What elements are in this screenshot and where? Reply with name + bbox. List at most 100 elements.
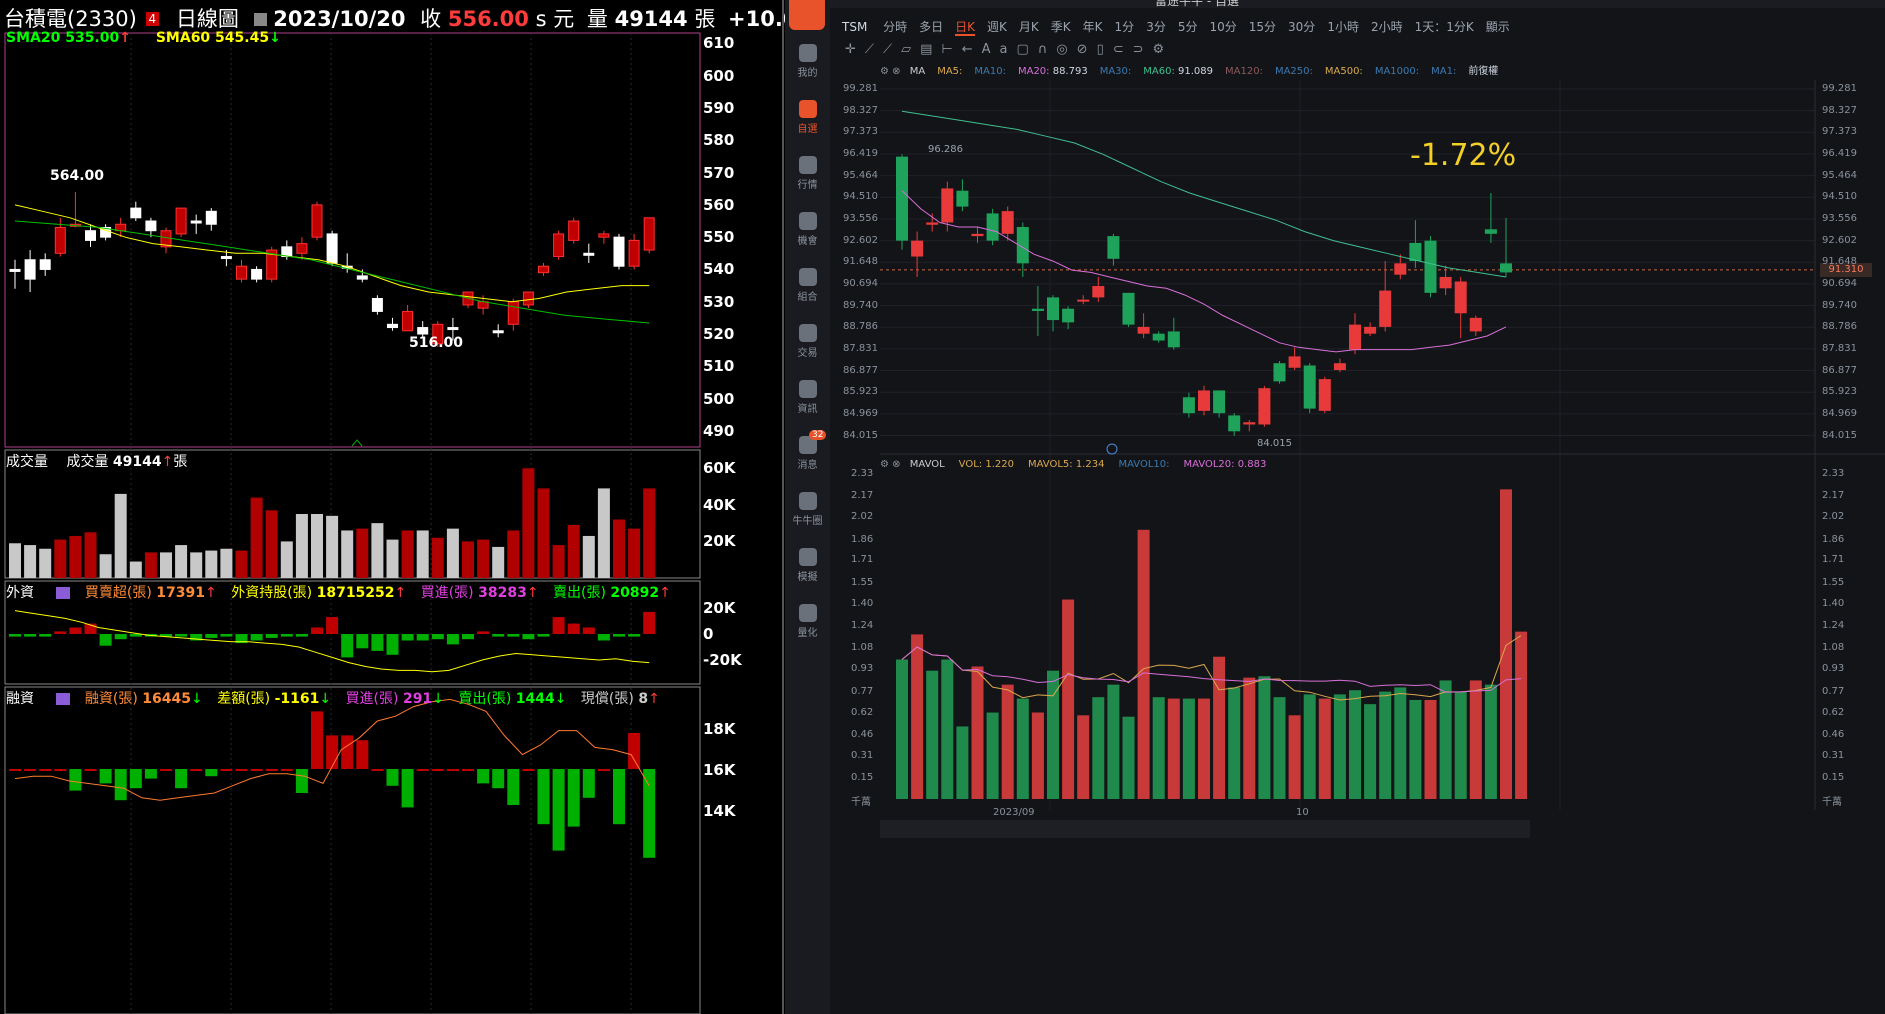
tab-timeframe[interactable]: 多日 [919, 20, 944, 34]
volume-bar [1318, 698, 1331, 799]
candle-body [417, 327, 429, 335]
ma-legend-item[interactable]: MA30: [1100, 66, 1132, 77]
sidebar-item-1[interactable]: 自選 [785, 96, 830, 146]
fib-tool-icon[interactable]: ▤ [920, 42, 942, 57]
ma-settings-icon[interactable]: ⚙ [880, 66, 889, 77]
hide-tool-icon[interactable]: ⊘ [1076, 42, 1097, 57]
tab-timeframe[interactable]: 1小時 [1327, 20, 1359, 34]
foreign-net-label: 買賣超(張) [84, 585, 152, 601]
measure-tool-icon[interactable]: ⊢ [941, 42, 962, 57]
sidebar-item-4[interactable]: 組合 [785, 264, 830, 314]
margin-menu-icon[interactable] [56, 693, 71, 705]
vol-legend-item[interactable]: MAVOL20: 0.883 [1183, 459, 1266, 470]
volume-up-arrow-icon: ↑ [161, 454, 174, 470]
link-tool-icon[interactable]: ⊂⊃ [1112, 42, 1153, 57]
ma-legend-item[interactable]: MA120: [1225, 66, 1263, 77]
vol-legend-item[interactable]: MAVOL10: [1118, 459, 1169, 470]
tab-timeframe[interactable]: 2小時 [1370, 20, 1403, 34]
price-axis-tick: 600 [703, 66, 735, 85]
tab-timeframe[interactable]: 30分 [1288, 20, 1316, 34]
sidebar-item-0[interactable]: 我的 [785, 40, 830, 90]
ma-legend-item[interactable]: MA1: [1431, 66, 1456, 77]
vol-legend-item[interactable]: VOL: 1.220 [959, 459, 1014, 470]
ma-legend-item[interactable]: MA250: [1275, 66, 1313, 77]
foreign-net-bar [160, 634, 172, 637]
text-tool-icon[interactable]: Aa [981, 42, 1017, 57]
tab-timeframe[interactable]: 1天：1分K [1414, 20, 1474, 34]
ma-legend-item[interactable]: MA500: [1325, 66, 1363, 77]
price-pane-frame [4, 32, 701, 448]
tab-timeframe[interactable]: 日K [955, 20, 976, 36]
candle-body [1379, 290, 1392, 327]
tab-timeframe[interactable]: 5分 [1177, 20, 1198, 34]
volume-bar [114, 493, 127, 578]
tab-timeframe[interactable]: 3分 [1146, 20, 1166, 34]
vol-close-icon[interactable]: ⊗ [892, 459, 901, 470]
price-axis-left-tick: 91.648 [843, 256, 878, 268]
trash-tool-icon[interactable]: ▯ [1096, 42, 1113, 57]
ma-legend-item[interactable]: MA5: [937, 66, 962, 77]
volume-bar [1182, 698, 1195, 799]
foreign-net-bar [144, 634, 157, 637]
eye-tool-icon[interactable]: ◎ [1056, 42, 1077, 57]
bottom-scrollbar[interactable] [880, 820, 1530, 838]
magnet-tool-icon[interactable]: ∩ [1037, 42, 1057, 57]
ma-legend-item[interactable]: MA60: 91.089 [1143, 66, 1213, 77]
candle-body [1424, 240, 1437, 293]
sidebar-item-3[interactable]: 機會 [785, 208, 830, 258]
volume-bar [1364, 704, 1377, 799]
foreign-net-value: 17391 [156, 585, 206, 601]
sidebar-item-8[interactable]: 牛牛圈 [785, 488, 830, 538]
ray-tool-icon[interactable]: ⟋ [883, 42, 902, 57]
sidebar-item-10[interactable]: 量化 [785, 600, 830, 650]
funnel-icon [798, 212, 817, 230]
margin-diff-bar [235, 769, 248, 771]
vol-settings-icon[interactable]: ⚙ [880, 459, 889, 470]
candle-body [1107, 236, 1120, 259]
tab-timeframe[interactable]: 分時 [883, 20, 908, 34]
ma-legend-item[interactable]: MA [910, 66, 925, 77]
line-tool-icon[interactable]: ⟋ [864, 42, 884, 57]
candle-body [447, 327, 459, 331]
foreign-legend: 外資 買賣超(張) 17391↑ 外資持股(張) 18715252↑ 買進(張)… [6, 582, 671, 602]
news-icon [798, 380, 817, 398]
arrow-tool-icon[interactable]: ← [961, 42, 982, 57]
left-grid [130, 33, 632, 1014]
symbol-label[interactable]: TSM [842, 20, 868, 34]
ma-close-icon[interactable]: ⊗ [892, 66, 901, 77]
foreign-net-bar [522, 634, 535, 640]
tab-timeframe[interactable]: 季K [1050, 20, 1071, 34]
tab-timeframe[interactable]: 顯示 [1485, 20, 1510, 34]
ma-legend-item[interactable]: MA10: [974, 66, 1006, 77]
note-tool-icon[interactable]: ▢ [1016, 42, 1038, 57]
tab-timeframe[interactable]: 15分 [1248, 20, 1277, 34]
margin-cash-value: 8 [638, 691, 649, 707]
tab-timeframe[interactable]: 年K [1082, 20, 1103, 34]
sidebar-item-5[interactable]: 交易 [785, 320, 830, 370]
tab-timeframe[interactable]: 月K [1018, 20, 1039, 34]
tab-timeframe[interactable]: 週K [987, 20, 1007, 34]
candle-body [296, 243, 308, 254]
ma-legend-item[interactable]: MA20: 88.793 [1018, 66, 1088, 77]
ma-legend-item[interactable]: 前復權 [1468, 66, 1498, 77]
pie-icon [798, 268, 817, 286]
foreign-menu-icon[interactable] [56, 587, 71, 599]
sidebar-item-9[interactable]: 模擬 [785, 544, 830, 594]
app-logo-icon[interactable] [789, 0, 825, 30]
tab-timeframe[interactable]: 10分 [1209, 20, 1237, 34]
candle-body [1409, 242, 1422, 262]
sidebar-item-7[interactable]: 消息 32 [785, 430, 830, 482]
vol-legend-item[interactable]: MAVOL5: 1.234 [1028, 459, 1104, 470]
date-box-icon[interactable] [253, 13, 267, 26]
vol-legend-item[interactable]: MAVOL [910, 459, 945, 470]
sidebar-item-6[interactable]: 資訊 [785, 376, 830, 426]
settings-tool-icon[interactable]: ⚙ [1152, 42, 1174, 57]
crosshair-tool-icon[interactable]: ✛ [845, 42, 865, 57]
ma-legend-item[interactable]: MA1000: [1375, 66, 1419, 77]
channel-tool-icon[interactable]: ▱ [901, 42, 921, 57]
tab-timeframe[interactable]: 1分 [1114, 20, 1135, 34]
chart-kind[interactable]: 日線圖 [175, 7, 239, 31]
margin-diff-bar [613, 769, 625, 825]
candle-body [492, 330, 504, 334]
sidebar-item-2[interactable]: 行情 [785, 152, 830, 202]
